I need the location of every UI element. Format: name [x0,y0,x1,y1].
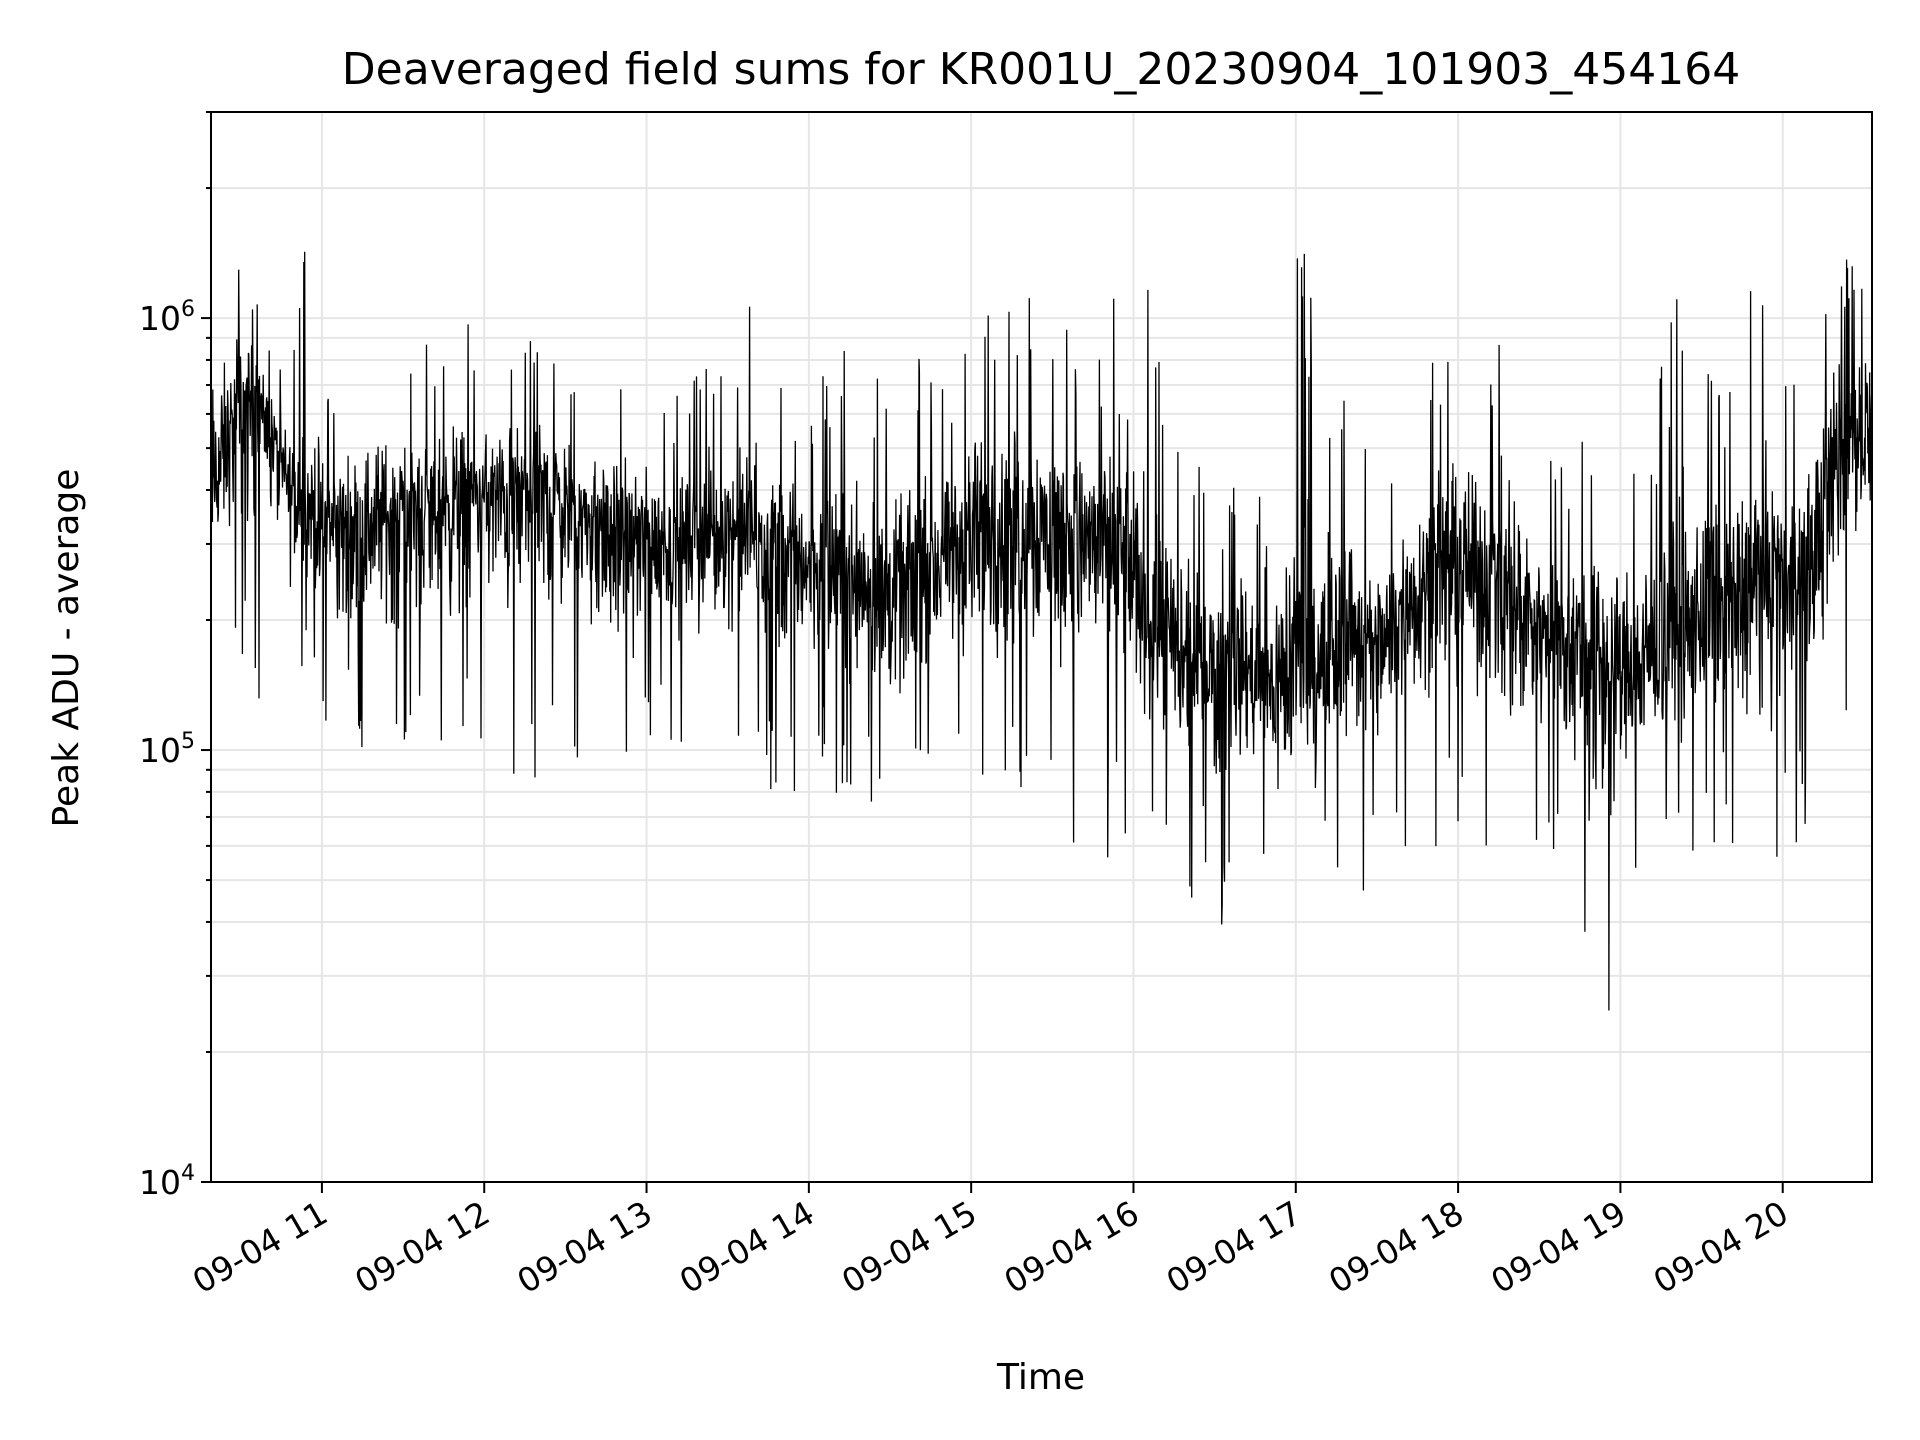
chart-title: Deaveraged field sums for KR001U_2023090… [342,44,1740,95]
plot-frame [210,111,1873,1183]
series-trace [210,251,1873,1011]
y-axis: 104 105 106 [139,111,211,1202]
y-tick-label: 106 [139,297,195,338]
y-axis-label: Peak ADU - average [46,469,87,828]
x-axis-label: Time [996,1357,1085,1398]
y-tick-label: 104 [139,1161,195,1202]
series-line [210,251,1873,1011]
y-tick-label: 105 [139,729,195,770]
